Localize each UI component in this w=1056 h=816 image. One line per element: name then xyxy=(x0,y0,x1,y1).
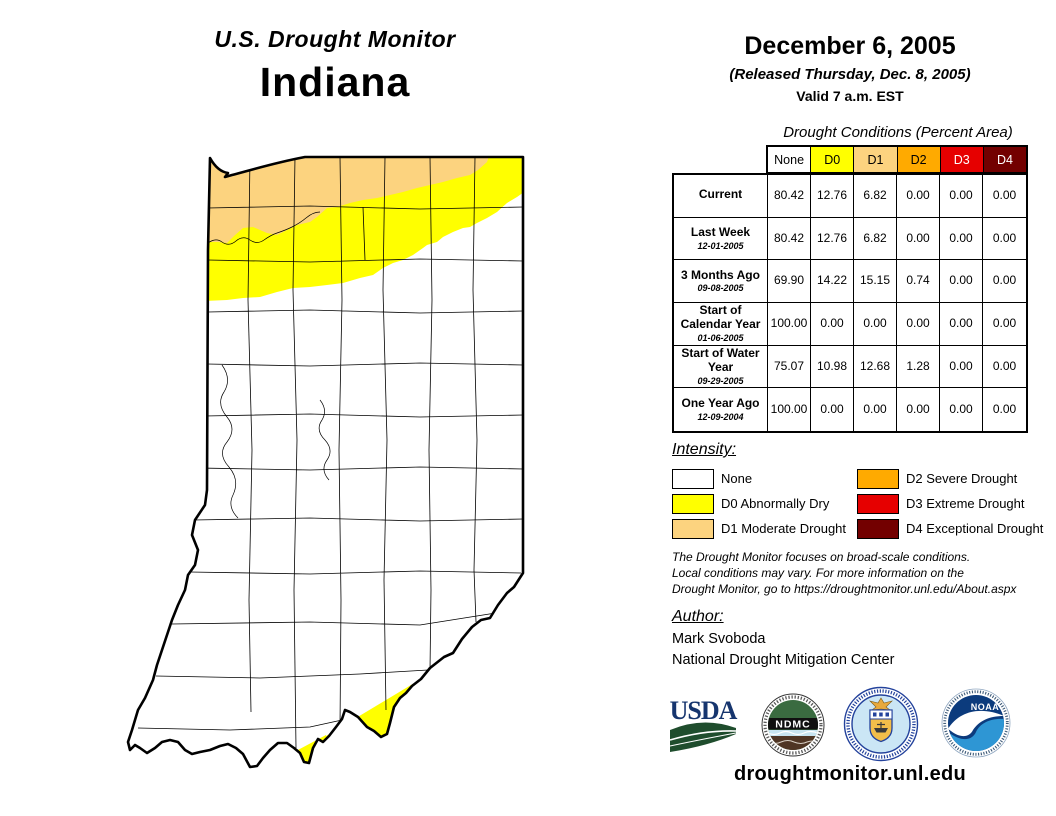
table-value: 0.00 xyxy=(983,303,1026,346)
title-block: U.S. Drought Monitor Indiana xyxy=(145,26,525,106)
table-value: 0.00 xyxy=(897,388,940,431)
ndmc-logo-icon: NDMC xyxy=(761,693,825,757)
ndmc-text: NDMC xyxy=(775,719,811,731)
table-value: 0.00 xyxy=(940,388,983,431)
table-value: 80.42 xyxy=(768,175,811,218)
legend-item-d3: D3 Extreme Drought xyxy=(857,491,1042,516)
d4-swatch xyxy=(857,518,899,539)
table-value: 12.76 xyxy=(811,175,854,218)
intensity-legend: None D0 Abnormally Dry D1 Moderate Droug… xyxy=(672,466,1043,541)
report-title: U.S. Drought Monitor xyxy=(214,26,456,52)
table-value: 0.00 xyxy=(940,345,983,389)
table-value: 100.00 xyxy=(768,303,811,346)
release-date: (Released Thursday, Dec. 8, 2005) xyxy=(729,66,971,83)
row-label-3-months-ago: 3 Months Ago 09-08-2005 xyxy=(674,260,768,303)
row-label-start-water-year: Start of Water Year 09-29-2005 xyxy=(674,345,768,389)
table-value: 15.15 xyxy=(854,260,897,303)
legend-item-d2: D2 Severe Drought xyxy=(857,466,1042,491)
legend-item-none: None xyxy=(672,466,857,491)
table-value: 75.07 xyxy=(768,345,811,389)
table-value: 100.00 xyxy=(768,388,811,431)
table-value: 0.00 xyxy=(940,217,983,261)
legend-item-d1: D1 Moderate Drought xyxy=(672,516,857,541)
table-value: 69.90 xyxy=(768,260,811,303)
table-value: 0.00 xyxy=(897,303,940,346)
none-swatch xyxy=(672,468,714,489)
d0-swatch xyxy=(672,493,714,514)
column-header-d2: D2 xyxy=(896,147,940,172)
noaa-logo-icon: NOAA xyxy=(941,688,1011,758)
table-value: 0.00 xyxy=(983,346,1026,389)
disclaimer-text: The Drought Monitor focuses on broad-sca… xyxy=(672,550,1017,596)
table-value: 14.22 xyxy=(811,260,854,303)
d3-swatch xyxy=(857,493,899,514)
author-name: Mark Svoboda xyxy=(672,631,766,647)
table-value: 0.74 xyxy=(897,260,940,303)
valid-time: Valid 7 a.m. EST xyxy=(796,88,904,104)
table-value: 0.00 xyxy=(854,388,897,431)
table-value: 0.00 xyxy=(854,303,897,346)
table-caption: Drought Conditions (Percent Area) xyxy=(783,124,1013,141)
table-value: 1.28 xyxy=(897,345,940,389)
noaa-text: NOAA xyxy=(971,702,1000,712)
legend-item-d4: D4 Exceptional Drought xyxy=(857,516,1043,541)
table-value: 0.00 xyxy=(983,175,1026,218)
table-value: 0.00 xyxy=(940,260,983,303)
usda-logo-icon: USDA xyxy=(670,696,738,752)
legend-item-d0: D0 Abnormally Dry xyxy=(672,491,857,516)
column-header-none: None xyxy=(768,147,811,172)
map-date: December 6, 2005 xyxy=(744,32,956,60)
table-value: 12.68 xyxy=(854,345,897,389)
row-label-start-calendar-year: Start of Calendar Year 01-06-2005 xyxy=(674,303,768,346)
county-boundaries xyxy=(137,157,523,749)
table-value: 0.00 xyxy=(940,175,983,218)
table-value: 0.00 xyxy=(940,303,983,346)
d1-swatch xyxy=(672,518,714,539)
table-value: 10.98 xyxy=(811,345,854,389)
table-value: 6.82 xyxy=(854,175,897,218)
drought-conditions-table: Current 80.42 12.76 6.82 0.00 0.00 0.00 … xyxy=(672,173,1028,433)
table-value: 0.00 xyxy=(897,217,940,261)
column-header-d1: D1 xyxy=(853,147,897,172)
table-value: 0.00 xyxy=(811,303,854,346)
state-name: Indiana xyxy=(259,59,411,105)
table-value: 0.00 xyxy=(983,218,1026,261)
column-header-d4: D4 xyxy=(982,147,1027,172)
website-url: droughtmonitor.unl.edu xyxy=(733,763,967,785)
table-value: 0.00 xyxy=(811,388,854,431)
author-heading: Author: xyxy=(672,608,724,625)
usda-text: USDA xyxy=(670,696,738,725)
table-value: 0.00 xyxy=(992,401,1017,416)
map-d1-north-band xyxy=(203,157,492,245)
d2-swatch xyxy=(857,468,899,489)
column-header-d3: D3 xyxy=(939,147,983,172)
state-outline xyxy=(126,155,525,769)
indiana-drought-map xyxy=(126,155,525,769)
row-label-one-year-ago: One Year Ago 12-09-2004 xyxy=(674,388,768,431)
date-block: December 6, 2005 (Released Thursday, Dec… xyxy=(672,32,1028,104)
river-boundaries xyxy=(206,211,331,519)
table-header-row: None D0 D1 D2 D3 D4 xyxy=(766,145,1028,174)
table-value: 12.76 xyxy=(811,217,854,261)
legend-heading: Intensity: xyxy=(672,441,737,458)
department-of-commerce-seal-icon xyxy=(843,686,919,762)
column-header-d0: D0 xyxy=(810,147,854,172)
table-value: 6.82 xyxy=(854,217,897,261)
table-value: 0.00 xyxy=(897,175,940,218)
row-label-current: Current xyxy=(674,175,768,218)
row-label-last-week: Last Week 12-01-2005 xyxy=(674,217,768,261)
author-organization: National Drought Mitigation Center xyxy=(672,652,895,668)
table-value: 80.42 xyxy=(768,217,811,261)
table-value: 0.00 xyxy=(983,260,1026,303)
